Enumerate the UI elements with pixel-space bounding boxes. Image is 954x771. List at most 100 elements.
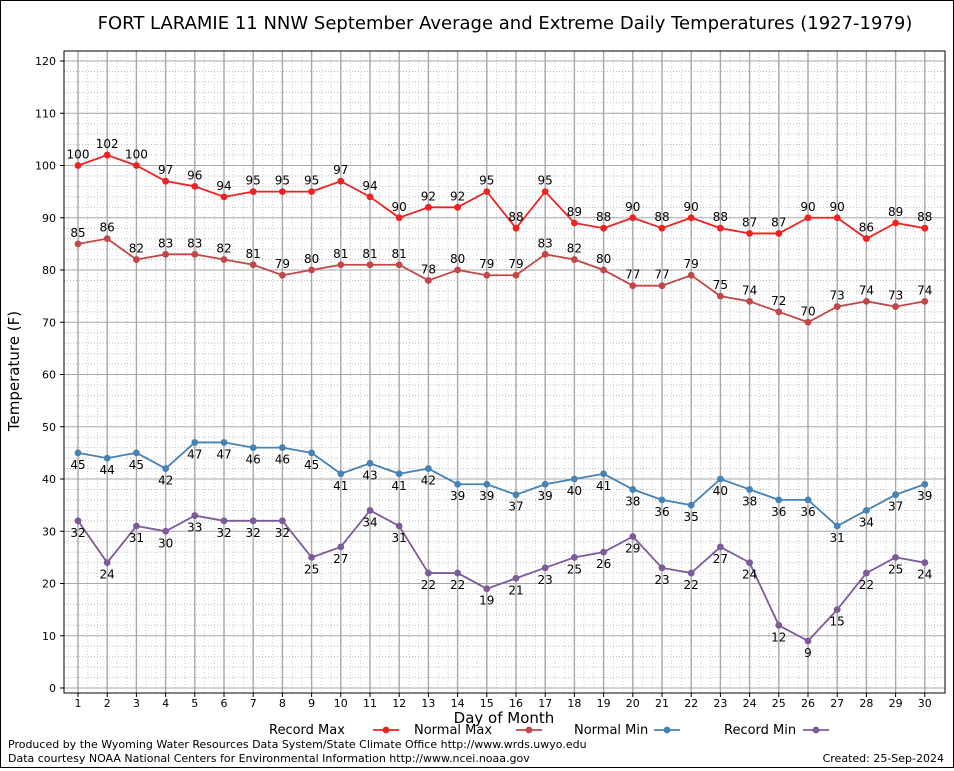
data-point-normal-max: [746, 297, 753, 305]
data-point-record-max: [425, 203, 432, 211]
data-point-record-max: [220, 193, 228, 201]
data-point-record-min: [746, 559, 753, 566]
data-label-normal-min: 41: [333, 479, 348, 493]
legend-item-normal-min: Normal Min: [574, 723, 680, 738]
data-label-normal-min: 31: [830, 531, 845, 545]
x-tick-label: 30: [918, 697, 932, 710]
data-label-record-min: 15: [830, 615, 845, 629]
data-point-normal-max: [103, 235, 111, 243]
data-point-record-max: [863, 235, 870, 243]
data-label-record-min: 31: [392, 531, 407, 545]
data-label-normal-max: 85: [70, 226, 85, 240]
data-label-record-min: 26: [596, 557, 611, 571]
data-label-normal-min: 36: [654, 505, 669, 519]
x-tick-label: 15: [480, 697, 494, 710]
data-point-record-max: [921, 224, 929, 232]
data-label-record-min: 27: [333, 552, 348, 566]
data-label-record-min: 9: [804, 646, 812, 660]
legend-label: Record Min: [724, 723, 796, 738]
data-point-normal-min: [921, 480, 929, 488]
data-point-normal-min: [658, 496, 666, 504]
legend-marker: [812, 726, 820, 734]
data-label-normal-max: 81: [333, 247, 348, 261]
data-point-normal-max: [571, 256, 578, 263]
data-label-record-min: 23: [538, 573, 553, 587]
data-point-normal-min: [337, 470, 345, 478]
data-point-normal-max: [921, 297, 929, 305]
y-tick-label: 40: [42, 473, 56, 486]
data-label-normal-max: 73: [830, 289, 845, 303]
data-point-record-min: [863, 569, 870, 577]
data-label-record-min: 25: [567, 562, 582, 576]
data-point-normal-min: [775, 496, 783, 504]
data-label-normal-min: 46: [275, 453, 290, 467]
data-point-record-min: [541, 564, 549, 572]
data-label-normal-max: 82: [216, 242, 231, 256]
data-point-normal-min: [746, 486, 753, 493]
data-label-record-max: 97: [158, 163, 173, 177]
data-point-record-max: [512, 224, 520, 232]
legend-item-record-min: Record Min: [724, 723, 829, 738]
data-point-normal-max: [366, 261, 374, 269]
x-tick-label: 16: [509, 697, 523, 710]
data-label-record-max: 102: [96, 137, 119, 151]
data-label-normal-min: 45: [129, 458, 144, 472]
data-label-record-max: 95: [246, 174, 261, 188]
data-label-record-min: 24: [100, 568, 115, 582]
x-axis-label: Day of Month: [454, 709, 555, 727]
data-point-record-max: [541, 188, 549, 196]
x-tick-label: 28: [859, 697, 873, 710]
data-point-normal-min: [483, 480, 491, 488]
footer-created-date: Created: 25-Sep-2024: [822, 752, 944, 765]
data-label-normal-min: 41: [392, 479, 407, 493]
x-tick-label: 11: [363, 697, 377, 710]
data-label-normal-max: 81: [362, 247, 377, 261]
data-label-normal-min: 39: [538, 489, 553, 503]
data-point-normal-min: [892, 491, 899, 499]
x-tick-label: 24: [743, 697, 757, 710]
data-point-record-min: [921, 559, 929, 566]
data-point-normal-min: [308, 449, 315, 457]
x-tick-label: 5: [191, 697, 198, 710]
data-label-normal-max: 78: [421, 262, 436, 276]
data-point-normal-max: [863, 297, 870, 305]
data-point-normal-max: [395, 261, 403, 269]
legend-item-normal-max: Normal Max: [414, 723, 542, 738]
data-label-normal-min: 42: [158, 474, 173, 488]
data-label-record-max: 88: [596, 210, 611, 224]
y-tick-label: 60: [42, 369, 56, 382]
data-label-normal-min: 37: [888, 500, 903, 514]
data-point-record-max: [308, 188, 315, 196]
data-label-normal-min: 43: [362, 468, 377, 482]
data-label-normal-max: 83: [187, 236, 202, 250]
data-label-record-max: 100: [67, 148, 90, 162]
legend-marker: [663, 726, 671, 734]
data-label-record-max: 96: [187, 168, 202, 182]
legend-marker: [382, 726, 390, 734]
data-point-record-max: [483, 188, 491, 196]
data-label-record-min: 34: [362, 515, 377, 529]
data-point-record-min: [395, 522, 403, 530]
data-label-record-min: 24: [917, 568, 932, 582]
data-label-normal-max: 86: [100, 221, 115, 235]
data-point-record-min: [833, 606, 841, 614]
data-label-normal-max: 82: [567, 242, 582, 256]
data-point-normal-max: [658, 282, 666, 290]
data-label-normal-max: 81: [246, 247, 261, 261]
data-point-normal-min: [804, 496, 812, 504]
data-point-record-min: [512, 574, 520, 582]
data-point-record-max: [395, 214, 403, 222]
series-line-record-min: [77, 509, 925, 643]
data-point-normal-min: [133, 449, 140, 457]
data-point-record-max: [249, 188, 257, 196]
data-label-record-max: 92: [450, 189, 465, 203]
data-label-record-max: 87: [771, 215, 786, 229]
x-tick-label: 9: [308, 697, 315, 710]
data-point-record-min: [74, 517, 82, 525]
data-point-normal-min: [425, 465, 432, 472]
data-label-record-max: 88: [508, 210, 523, 224]
data-point-normal-max: [600, 266, 607, 274]
legend-marker: [525, 726, 533, 734]
data-point-normal-min: [600, 470, 607, 478]
